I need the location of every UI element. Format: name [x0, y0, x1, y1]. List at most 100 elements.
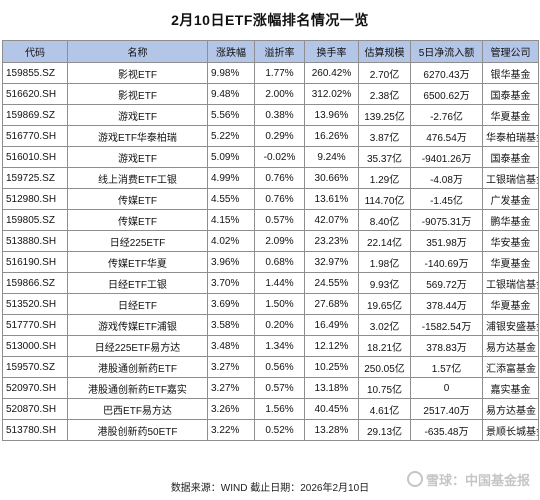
cell-inflow: -140.69万	[410, 251, 483, 273]
cell-code: 516620.SH	[2, 83, 68, 105]
cell-company: 工银瑞信基金	[482, 167, 539, 189]
cell-inflow: -9401.26万	[410, 146, 483, 168]
cell-company: 银华基金	[482, 62, 539, 84]
cell-inflow: -2.76亿	[410, 104, 483, 126]
table-row: 159725.SZ 线上消费ETF工银 4.99% 0.76% 30.66% 1.29亿 -…	[2, 167, 539, 189]
cell-scale: 10.75亿	[358, 377, 411, 399]
cell-scale: 8.40亿	[358, 209, 411, 231]
cell-inflow: -4.08万	[410, 167, 483, 189]
cell-company: 国泰基金	[482, 83, 539, 105]
cell-name: 日经225ETF	[67, 230, 208, 252]
cell-turnover: 27.68%	[304, 293, 359, 315]
cell-name: 日经ETF工银	[67, 272, 208, 294]
table-row: 159805.SZ 传媒ETF 4.15% 0.57% 42.07% 8.40亿 -9075…	[2, 209, 539, 231]
cell-company: 国泰基金	[482, 146, 539, 168]
cell-code: 517770.SH	[2, 314, 68, 336]
cell-code: 159866.SZ	[2, 272, 68, 294]
cell-turnover: 42.07%	[304, 209, 359, 231]
cell-name: 日经ETF	[67, 293, 208, 315]
cell-change: 9.98%	[207, 62, 255, 84]
table-row: 520970.SH 港股通创新药ETF嘉实 3.27% 0.57% 13.18% 10.7…	[2, 377, 539, 399]
table-row: 159570.SZ 港股通创新药ETF 3.27% 0.56% 10.25% 250.05…	[2, 356, 539, 378]
cell-change: 5.56%	[207, 104, 255, 126]
cell-turnover: 260.42%	[304, 62, 359, 84]
cell-turnover: 16.26%	[304, 125, 359, 147]
data-source-footer: 数据来源：WIND 截止日期：2026年2月10日	[170, 483, 370, 494]
cell-inflow: 2517.40万	[410, 398, 483, 420]
cell-premium: 1.56%	[254, 398, 305, 420]
cell-scale: 1.98亿	[358, 251, 411, 273]
cell-scale: 9.93亿	[358, 272, 411, 294]
cell-code: 516010.SH	[2, 146, 68, 168]
cell-change: 3.27%	[207, 377, 255, 399]
cell-scale: 1.29亿	[358, 167, 411, 189]
cell-company: 华夏基金	[482, 251, 539, 273]
cell-name: 游戏ETF	[67, 146, 208, 168]
cell-inflow: 351.98万	[410, 230, 483, 252]
etf-ranking-table: 代码 名称 涨跌幅 溢折率 换手率 估算规模 5日净流入额 管理公司 15985…	[2, 40, 539, 441]
cell-scale: 139.25亿	[358, 104, 411, 126]
cell-code: 516190.SH	[2, 251, 68, 273]
cell-premium: 1.34%	[254, 335, 305, 357]
table-row: 517770.SH 游戏传媒ETF浦银 3.58% 0.20% 16.49% 3.02亿 -…	[2, 314, 539, 336]
cell-premium: 0.76%	[254, 188, 305, 210]
cell-name: 传媒ETF	[67, 209, 208, 231]
cell-company: 工银瑞信基金	[482, 272, 539, 294]
cell-company: 华安基金	[482, 230, 539, 252]
cell-inflow: 378.83万	[410, 335, 483, 357]
cell-name: 传媒ETF华夏	[67, 251, 208, 273]
header-scale: 估算规模	[358, 40, 411, 63]
cell-turnover: 16.49%	[304, 314, 359, 336]
table-row: 159869.SZ 游戏ETF 5.56% 0.38% 13.96% 139.25亿 -2.…	[2, 104, 539, 126]
cell-premium: 2.09%	[254, 230, 305, 252]
cell-premium: 0.20%	[254, 314, 305, 336]
cell-scale: 4.61亿	[358, 398, 411, 420]
cell-company: 易方达基金	[482, 335, 539, 357]
cell-change: 3.70%	[207, 272, 255, 294]
cell-code: 520870.SH	[2, 398, 68, 420]
cell-turnover: 13.96%	[304, 104, 359, 126]
cell-inflow: 0	[410, 377, 483, 399]
cell-scale: 3.02亿	[358, 314, 411, 336]
cell-scale: 250.05亿	[358, 356, 411, 378]
cell-name: 影视ETF	[67, 62, 208, 84]
cell-code: 512980.SH	[2, 188, 68, 210]
cell-code: 513780.SH	[2, 419, 68, 441]
cell-name: 日经225ETF易方达	[67, 335, 208, 357]
table-row: 516620.SH 影视ETF 9.48% 2.00% 312.02% 2.38亿 6500…	[2, 83, 539, 105]
cell-code: 159855.SZ	[2, 62, 68, 84]
cell-inflow: 569.72万	[410, 272, 483, 294]
table-row: 513520.SH 日经ETF 3.69% 1.50% 27.68% 19.65亿 378.…	[2, 293, 539, 315]
cell-premium: 0.52%	[254, 419, 305, 441]
cell-turnover: 40.45%	[304, 398, 359, 420]
cell-inflow: 6500.62万	[410, 83, 483, 105]
cell-inflow: 6270.43万	[410, 62, 483, 84]
cell-company: 景顺长城基金	[482, 419, 539, 441]
cell-company: 浦银安盛基金	[482, 314, 539, 336]
cell-change: 4.55%	[207, 188, 255, 210]
cell-name: 游戏ETF	[67, 104, 208, 126]
cell-turnover: 13.28%	[304, 419, 359, 441]
cell-change: 3.69%	[207, 293, 255, 315]
cell-turnover: 23.23%	[304, 230, 359, 252]
cell-company: 汇添富基金	[482, 356, 539, 378]
cell-change: 3.26%	[207, 398, 255, 420]
cell-premium: 0.76%	[254, 167, 305, 189]
cell-scale: 29.13亿	[358, 419, 411, 441]
table-row: 159866.SZ 日经ETF工银 3.70% 1.44% 24.55% 9.93亿 569…	[2, 272, 539, 294]
watermark-text: 雪球：中国基金报	[425, 473, 530, 488]
cell-name: 线上消费ETF工银	[67, 167, 208, 189]
cell-company: 华夏基金	[482, 104, 539, 126]
cell-turnover: 12.12%	[304, 335, 359, 357]
cell-scale: 22.14亿	[358, 230, 411, 252]
cell-turnover: 13.61%	[304, 188, 359, 210]
cell-name: 影视ETF	[67, 83, 208, 105]
cell-name: 游戏ETF华泰柏瑞	[67, 125, 208, 147]
cell-premium: 0.29%	[254, 125, 305, 147]
cell-code: 513000.SH	[2, 335, 68, 357]
cell-premium: 0.57%	[254, 377, 305, 399]
cell-company: 嘉实基金	[482, 377, 539, 399]
cell-code: 520970.SH	[2, 377, 68, 399]
cell-inflow: -1.45亿	[410, 188, 483, 210]
header-company: 管理公司	[482, 40, 539, 63]
